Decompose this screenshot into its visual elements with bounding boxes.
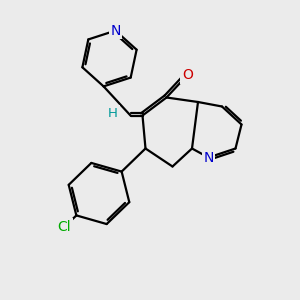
Text: N: N <box>110 24 121 38</box>
Text: H: H <box>108 106 118 120</box>
Text: N: N <box>203 151 214 164</box>
Text: O: O <box>182 68 193 82</box>
Text: Cl: Cl <box>58 220 71 234</box>
